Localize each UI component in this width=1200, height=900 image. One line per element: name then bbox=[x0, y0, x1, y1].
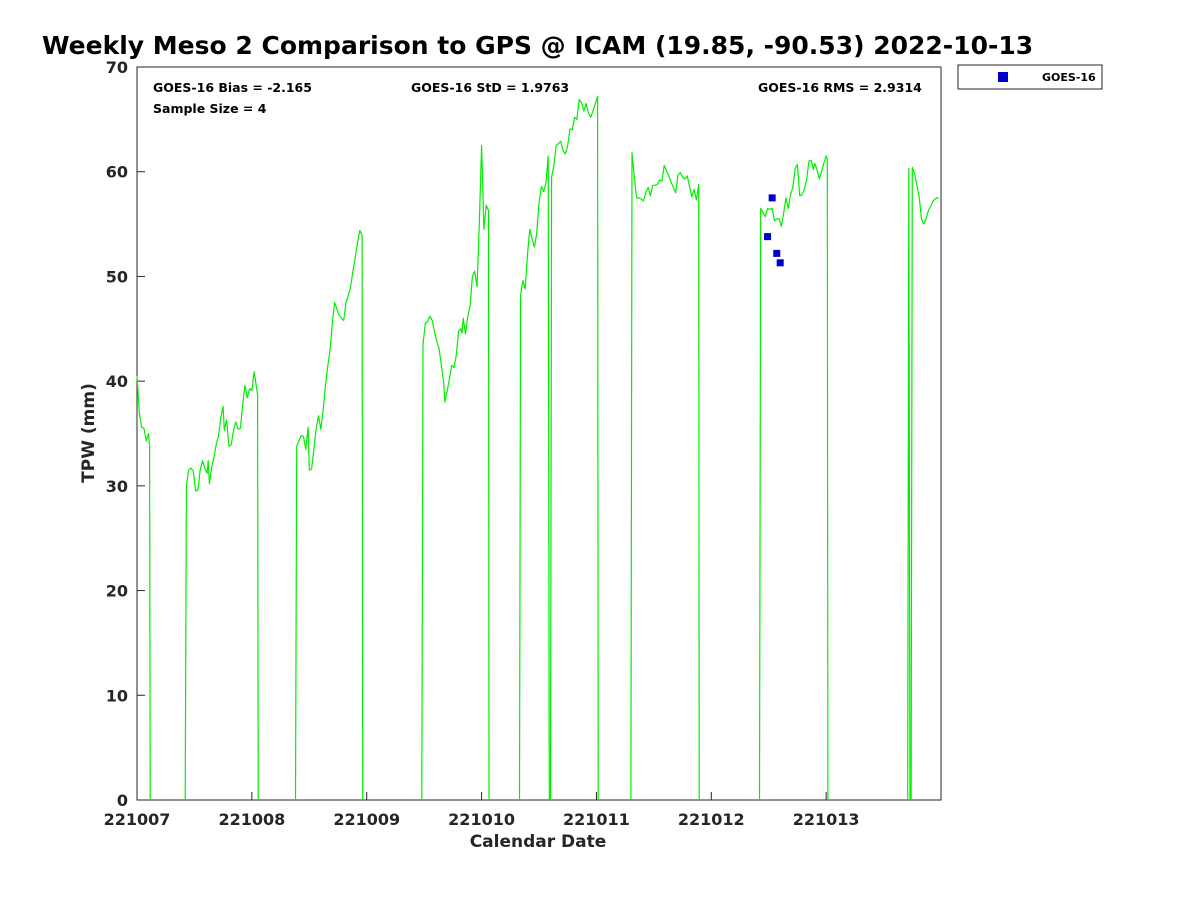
y-tick-label: 20 bbox=[106, 582, 128, 601]
y-tick-label: 40 bbox=[106, 372, 128, 391]
goes16-point bbox=[776, 259, 784, 267]
gps-tpw-line-segment bbox=[910, 166, 939, 801]
goes16-point bbox=[764, 233, 772, 241]
bias-stat: GOES-16 Bias = -2.165 bbox=[153, 80, 312, 95]
legend-box bbox=[957, 64, 1103, 90]
axes-frame bbox=[136, 66, 942, 801]
y-tick-label: 0 bbox=[117, 791, 128, 810]
x-axis-label: Calendar Date bbox=[470, 832, 607, 852]
x-tick-label: 221010 bbox=[448, 810, 515, 829]
legend: GOES-16 bbox=[957, 64, 1103, 90]
y-tick-label: 10 bbox=[106, 686, 128, 705]
y-tick-label: 30 bbox=[106, 477, 128, 496]
y-axis-label: TPW (mm) bbox=[79, 383, 99, 483]
gps-tpw-line-segment bbox=[907, 168, 911, 801]
x-tick-label: 221008 bbox=[218, 810, 285, 829]
y-tick-label: 60 bbox=[106, 163, 128, 182]
std-stat: GOES-16 StD = 1.9763 bbox=[411, 80, 569, 95]
gps-tpw-line-segment bbox=[549, 95, 599, 801]
x-tick-label: 221011 bbox=[563, 810, 630, 829]
gps-tpw-line-segment bbox=[758, 155, 829, 801]
rms-stat: GOES-16 RMS = 2.9314 bbox=[758, 80, 922, 95]
x-tick-label: 221009 bbox=[333, 810, 400, 829]
gps-tpw-line-segment bbox=[518, 155, 550, 801]
goes16-point bbox=[773, 249, 781, 257]
gps-tpw-line-segment bbox=[630, 152, 700, 801]
y-tick-label: 70 bbox=[106, 58, 128, 77]
y-tick-label: 50 bbox=[106, 267, 128, 286]
y-axis: 0 10 20 30 40 50 60 70 bbox=[106, 58, 145, 810]
x-axis: 221007 221008 221009 221010 221011 221012 2210… bbox=[104, 792, 860, 829]
sample-size-stat: Sample Size = 4 bbox=[153, 101, 267, 116]
goes16-point bbox=[768, 194, 776, 202]
plot-area: 221007 221008 221009 221010 221011 221012 2210… bbox=[104, 58, 942, 829]
gps-tpw-line-segment bbox=[136, 375, 151, 801]
gps-tpw-line-segment bbox=[184, 371, 259, 801]
x-tick-label: 221012 bbox=[678, 810, 745, 829]
gps-tpw-line-segment bbox=[294, 229, 364, 801]
legend-marker-goes16 bbox=[998, 72, 1008, 82]
x-tick-label: 221007 bbox=[104, 810, 171, 829]
chart-title: Weekly Meso 2 Comparison to GPS @ ICAM (… bbox=[42, 31, 1033, 60]
gps-tpw-line-segment bbox=[421, 144, 490, 801]
x-tick-label: 221013 bbox=[793, 810, 860, 829]
legend-label-goes16: GOES-16 bbox=[1042, 71, 1096, 84]
series-layer bbox=[136, 95, 939, 801]
